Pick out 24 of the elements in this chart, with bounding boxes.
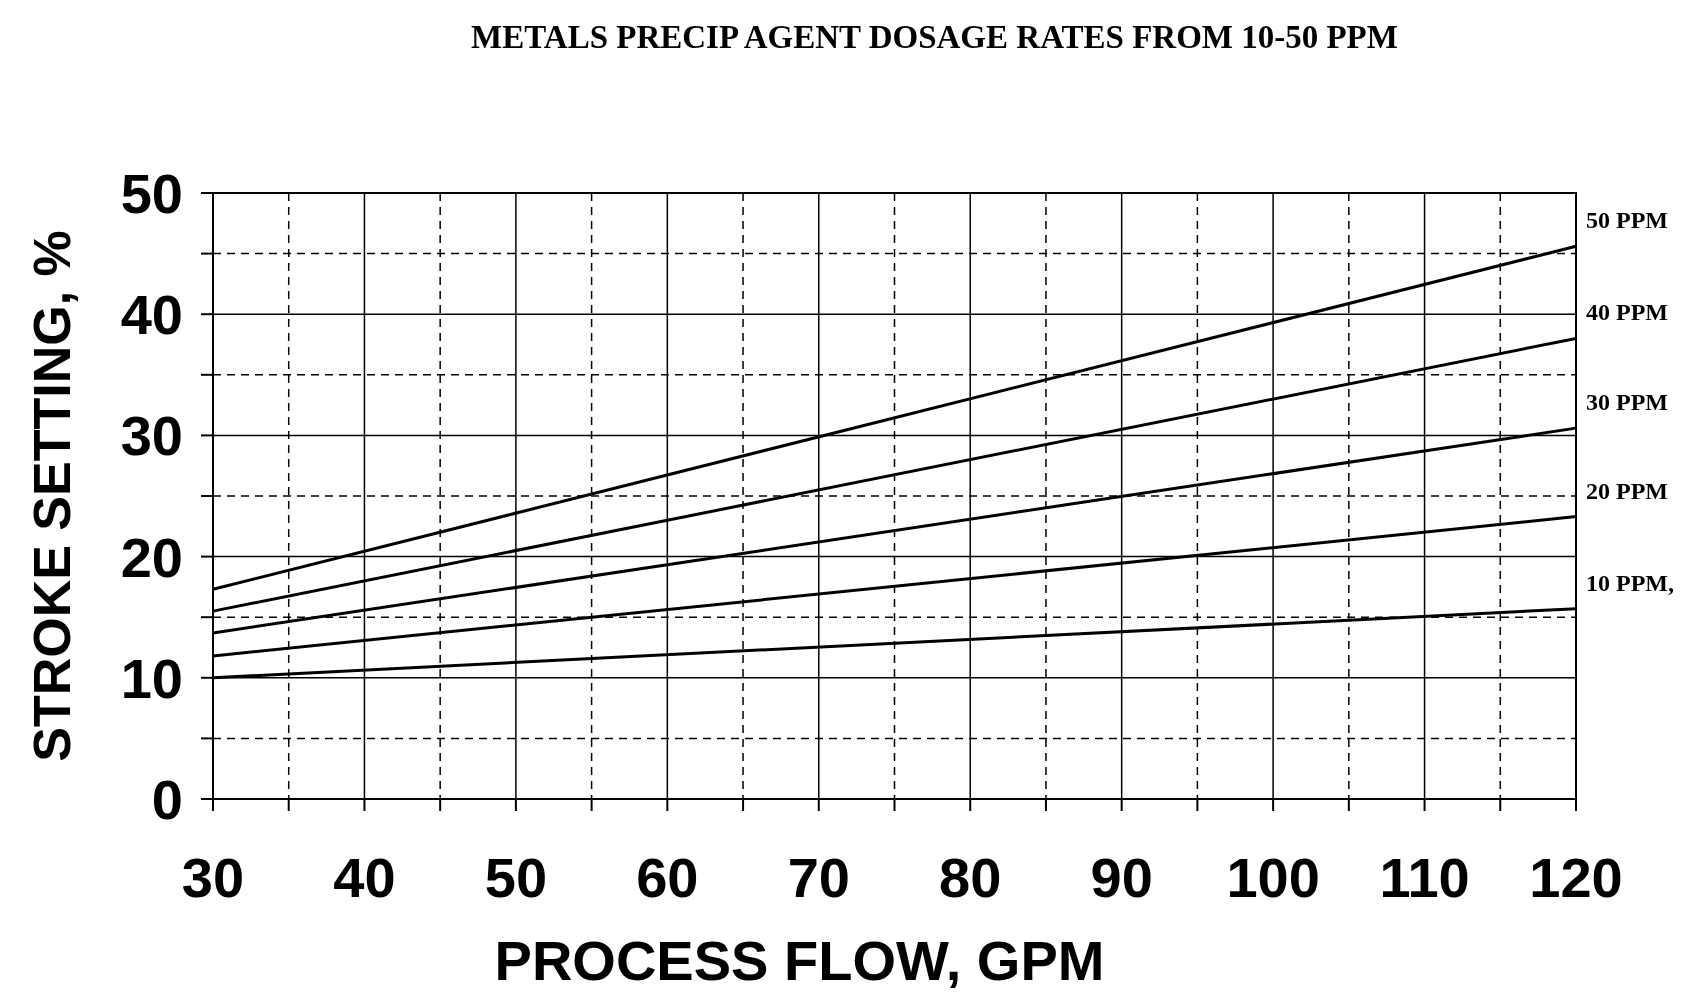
y-tick-label: 40 <box>120 283 183 347</box>
y-tick-label: 10 <box>120 646 183 710</box>
series-label: 10 PPM, <box>1586 569 1674 596</box>
x-tick-label: 60 <box>636 846 699 909</box>
x-axis-title: PROCESS FLOW, GPM <box>494 929 1105 992</box>
x-tick-label: 90 <box>1090 846 1153 909</box>
series-label: 20 PPM <box>1586 477 1668 504</box>
y-axis-title: STROKE SETTING, % <box>23 230 81 762</box>
x-tick-label: 40 <box>333 846 396 909</box>
x-tick-label: 120 <box>1529 846 1623 909</box>
x-tick-label: 70 <box>787 846 850 909</box>
series-label: 50 PPM <box>1586 207 1668 234</box>
y-tick-label: 30 <box>120 404 183 468</box>
y-tick-label: 20 <box>120 525 183 589</box>
chart-title: METALS PRECIP AGENT DOSAGE RATES FROM 10-50 PPM <box>471 19 1398 55</box>
x-tick-label: 80 <box>939 846 1002 909</box>
y-tick-label: 50 <box>120 162 183 225</box>
x-tick-label: 50 <box>484 846 548 909</box>
x-tick-label: 110 <box>1379 846 1470 909</box>
x-tick-label: 30 <box>181 846 245 909</box>
x-tick-label: 100 <box>1226 846 1320 909</box>
series-label: 30 PPM <box>1586 389 1668 416</box>
y-tick-label: 0 <box>151 768 183 831</box>
series-label: 40 PPM <box>1586 299 1668 326</box>
